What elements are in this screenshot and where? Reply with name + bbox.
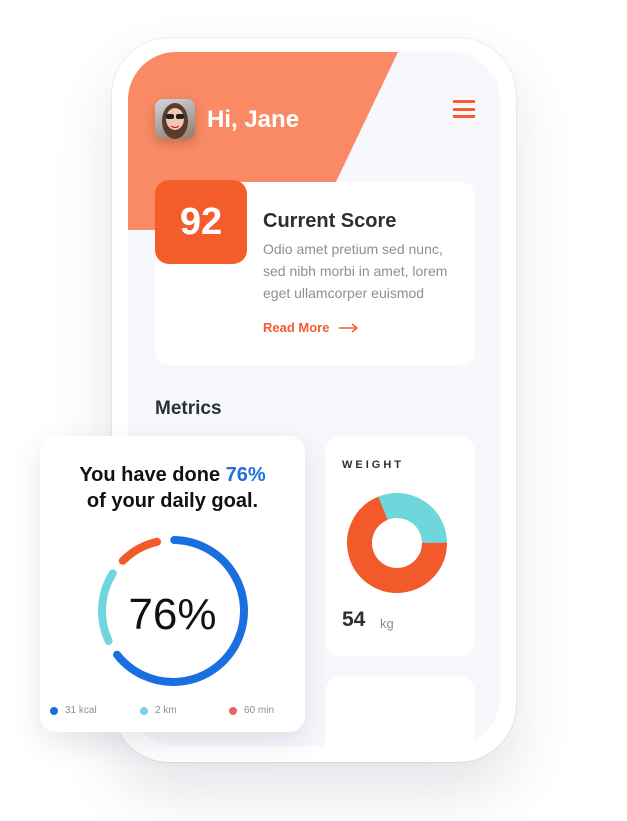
goal-progress-ring bbox=[98, 536, 248, 686]
legend-min: 60 min bbox=[229, 705, 274, 716]
score-description: Odio amet pretium sed nunc, sed nibh mor… bbox=[263, 241, 448, 301]
weight-unit: kg bbox=[380, 616, 394, 631]
greeting: Hi, Jane bbox=[207, 106, 300, 133]
legend-km: 2 km bbox=[140, 705, 177, 716]
weight-card[interactable]: WEIGHT 54 kg bbox=[325, 436, 475, 656]
read-more-link[interactable]: Read More bbox=[263, 320, 359, 335]
ring-segment-km bbox=[98, 569, 117, 646]
hamburger-menu-icon[interactable] bbox=[453, 100, 475, 118]
arrow-right-icon bbox=[339, 322, 359, 333]
weight-label: WEIGHT bbox=[342, 459, 404, 471]
user-photo-icon bbox=[162, 103, 188, 139]
goal-text-2: of your daily goal. bbox=[86, 490, 259, 512]
metric-card bbox=[325, 676, 475, 746]
read-more-label: Read More bbox=[263, 320, 330, 335]
weight-donut-chart bbox=[347, 493, 447, 593]
legend-dot bbox=[50, 706, 58, 715]
avatar[interactable] bbox=[155, 99, 195, 139]
metrics-heading: Metrics bbox=[155, 398, 222, 419]
goal-highlight: 76% bbox=[225, 464, 266, 486]
score-value: 92 bbox=[155, 180, 247, 264]
legend-dot bbox=[229, 706, 237, 715]
legend-dot bbox=[140, 706, 148, 715]
ring-segment-min bbox=[118, 537, 162, 565]
donut-segment bbox=[347, 496, 447, 593]
score-title: Current Score bbox=[263, 210, 397, 232]
goal-text: You have done bbox=[79, 464, 226, 486]
daily-goal-card[interactable]: You have done 76% of your daily goal. 76%… bbox=[40, 436, 305, 732]
legend-label: 31 kcal bbox=[65, 705, 97, 716]
legend-kcal: 31 kcal bbox=[50, 705, 97, 716]
ring-segment-kcal bbox=[113, 536, 248, 686]
goal-title: You have done 76% of your daily goal. bbox=[40, 462, 305, 514]
weight-value: 54 bbox=[342, 608, 366, 631]
legend-label: 2 km bbox=[155, 705, 177, 716]
donut-segment bbox=[378, 493, 447, 544]
goal-percent: 76% bbox=[128, 590, 217, 639]
legend-label: 60 min bbox=[244, 705, 275, 716]
